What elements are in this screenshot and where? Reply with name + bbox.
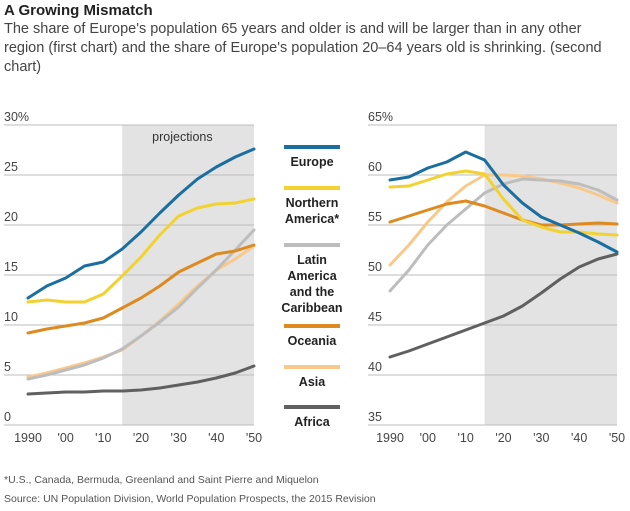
y-tick-label: 10 <box>4 310 18 324</box>
legend-label-northern-america: Northern <box>286 196 339 210</box>
legend-label-latin-america-and-the-caribbean: Latin <box>297 253 327 267</box>
x-tick-label: '20 <box>133 431 149 445</box>
x-tick-label: 1990 <box>14 431 42 445</box>
x-tick-label: 1990 <box>376 431 404 445</box>
y-tick-label: 5 <box>4 360 11 374</box>
y-tick-label: 30% <box>4 110 29 124</box>
series-line-africa <box>388 252 619 359</box>
x-tick-label: '00 <box>420 431 436 445</box>
legend-label-latin-america-and-the-caribbean: Caribbean <box>281 301 342 315</box>
legend-label-oceania: Oceania <box>288 334 338 348</box>
legend-label-asia: Asia <box>299 375 326 389</box>
x-tick-label: '10 <box>95 431 111 445</box>
projections-label: projections <box>152 130 212 144</box>
x-tick-label: '40 <box>571 431 587 445</box>
series-line-latin-america-and-the-caribbean <box>26 228 256 381</box>
series-line-northern-america <box>26 197 256 304</box>
y-tick-label: 60 <box>368 160 382 174</box>
legend-label-europe: Europe <box>290 155 333 169</box>
x-tick-label: '10 <box>458 431 474 445</box>
y-tick-label: 65% <box>368 110 393 124</box>
y-tick-label: 55 <box>368 210 382 224</box>
chart-panel-1: projections 0 5 10 15 20 25 30% 1990 '00 '10 '20 '30… <box>4 110 262 445</box>
y-tick-label: 0 <box>4 410 11 424</box>
x-tick-label: '40 <box>208 431 224 445</box>
chart-title: A Growing Mismatch <box>4 2 153 19</box>
x-tick-label: '30 <box>171 431 187 445</box>
charts-canvas: projections 0 5 10 15 20 25 30% 1990 '00 '10 '20 '30… <box>4 110 625 445</box>
x-tick-label: '00 <box>58 431 74 445</box>
series-line-asia <box>388 173 619 267</box>
x-tick-label: '30 <box>533 431 549 445</box>
y-tick-label: 20 <box>4 210 18 224</box>
footnote: *U.S., Canada, Bermuda, Greenland and Sa… <box>4 474 319 486</box>
series-line-oceania <box>26 243 256 335</box>
source-note: Source: UN Population Division, World Po… <box>4 493 376 505</box>
legend: Europe Northern America* Latin America and th… <box>281 145 343 429</box>
legend-label-africa: Africa <box>294 415 330 429</box>
y-tick-label: 25 <box>4 160 18 174</box>
chart-subtitle: The share of Europe's population 65 year… <box>4 21 602 75</box>
y-tick-label: 40 <box>368 360 382 374</box>
y-tick-label: 35 <box>368 410 382 424</box>
series-line-europe <box>388 150 619 254</box>
legend-label-latin-america-and-the-caribbean: America <box>287 269 337 283</box>
x-tick-label: '50 <box>609 431 625 445</box>
x-tick-label: '20 <box>495 431 511 445</box>
chart-panel-2: 35 40 45 50 55 60 65% 1990 '00 '10 '20 '30 '40 '50 <box>368 110 625 445</box>
x-tick-label: '50 <box>246 431 262 445</box>
y-tick-label: 50 <box>368 260 382 274</box>
y-tick-label: 45 <box>368 310 382 324</box>
series-line-europe <box>26 147 256 300</box>
series-line-africa <box>26 364 256 396</box>
legend-label-latin-america-and-the-caribbean: and the <box>290 285 334 299</box>
series-line-oceania <box>388 199 619 227</box>
y-tick-label: 15 <box>4 260 18 274</box>
legend-label-northern-america: America* <box>285 212 339 226</box>
